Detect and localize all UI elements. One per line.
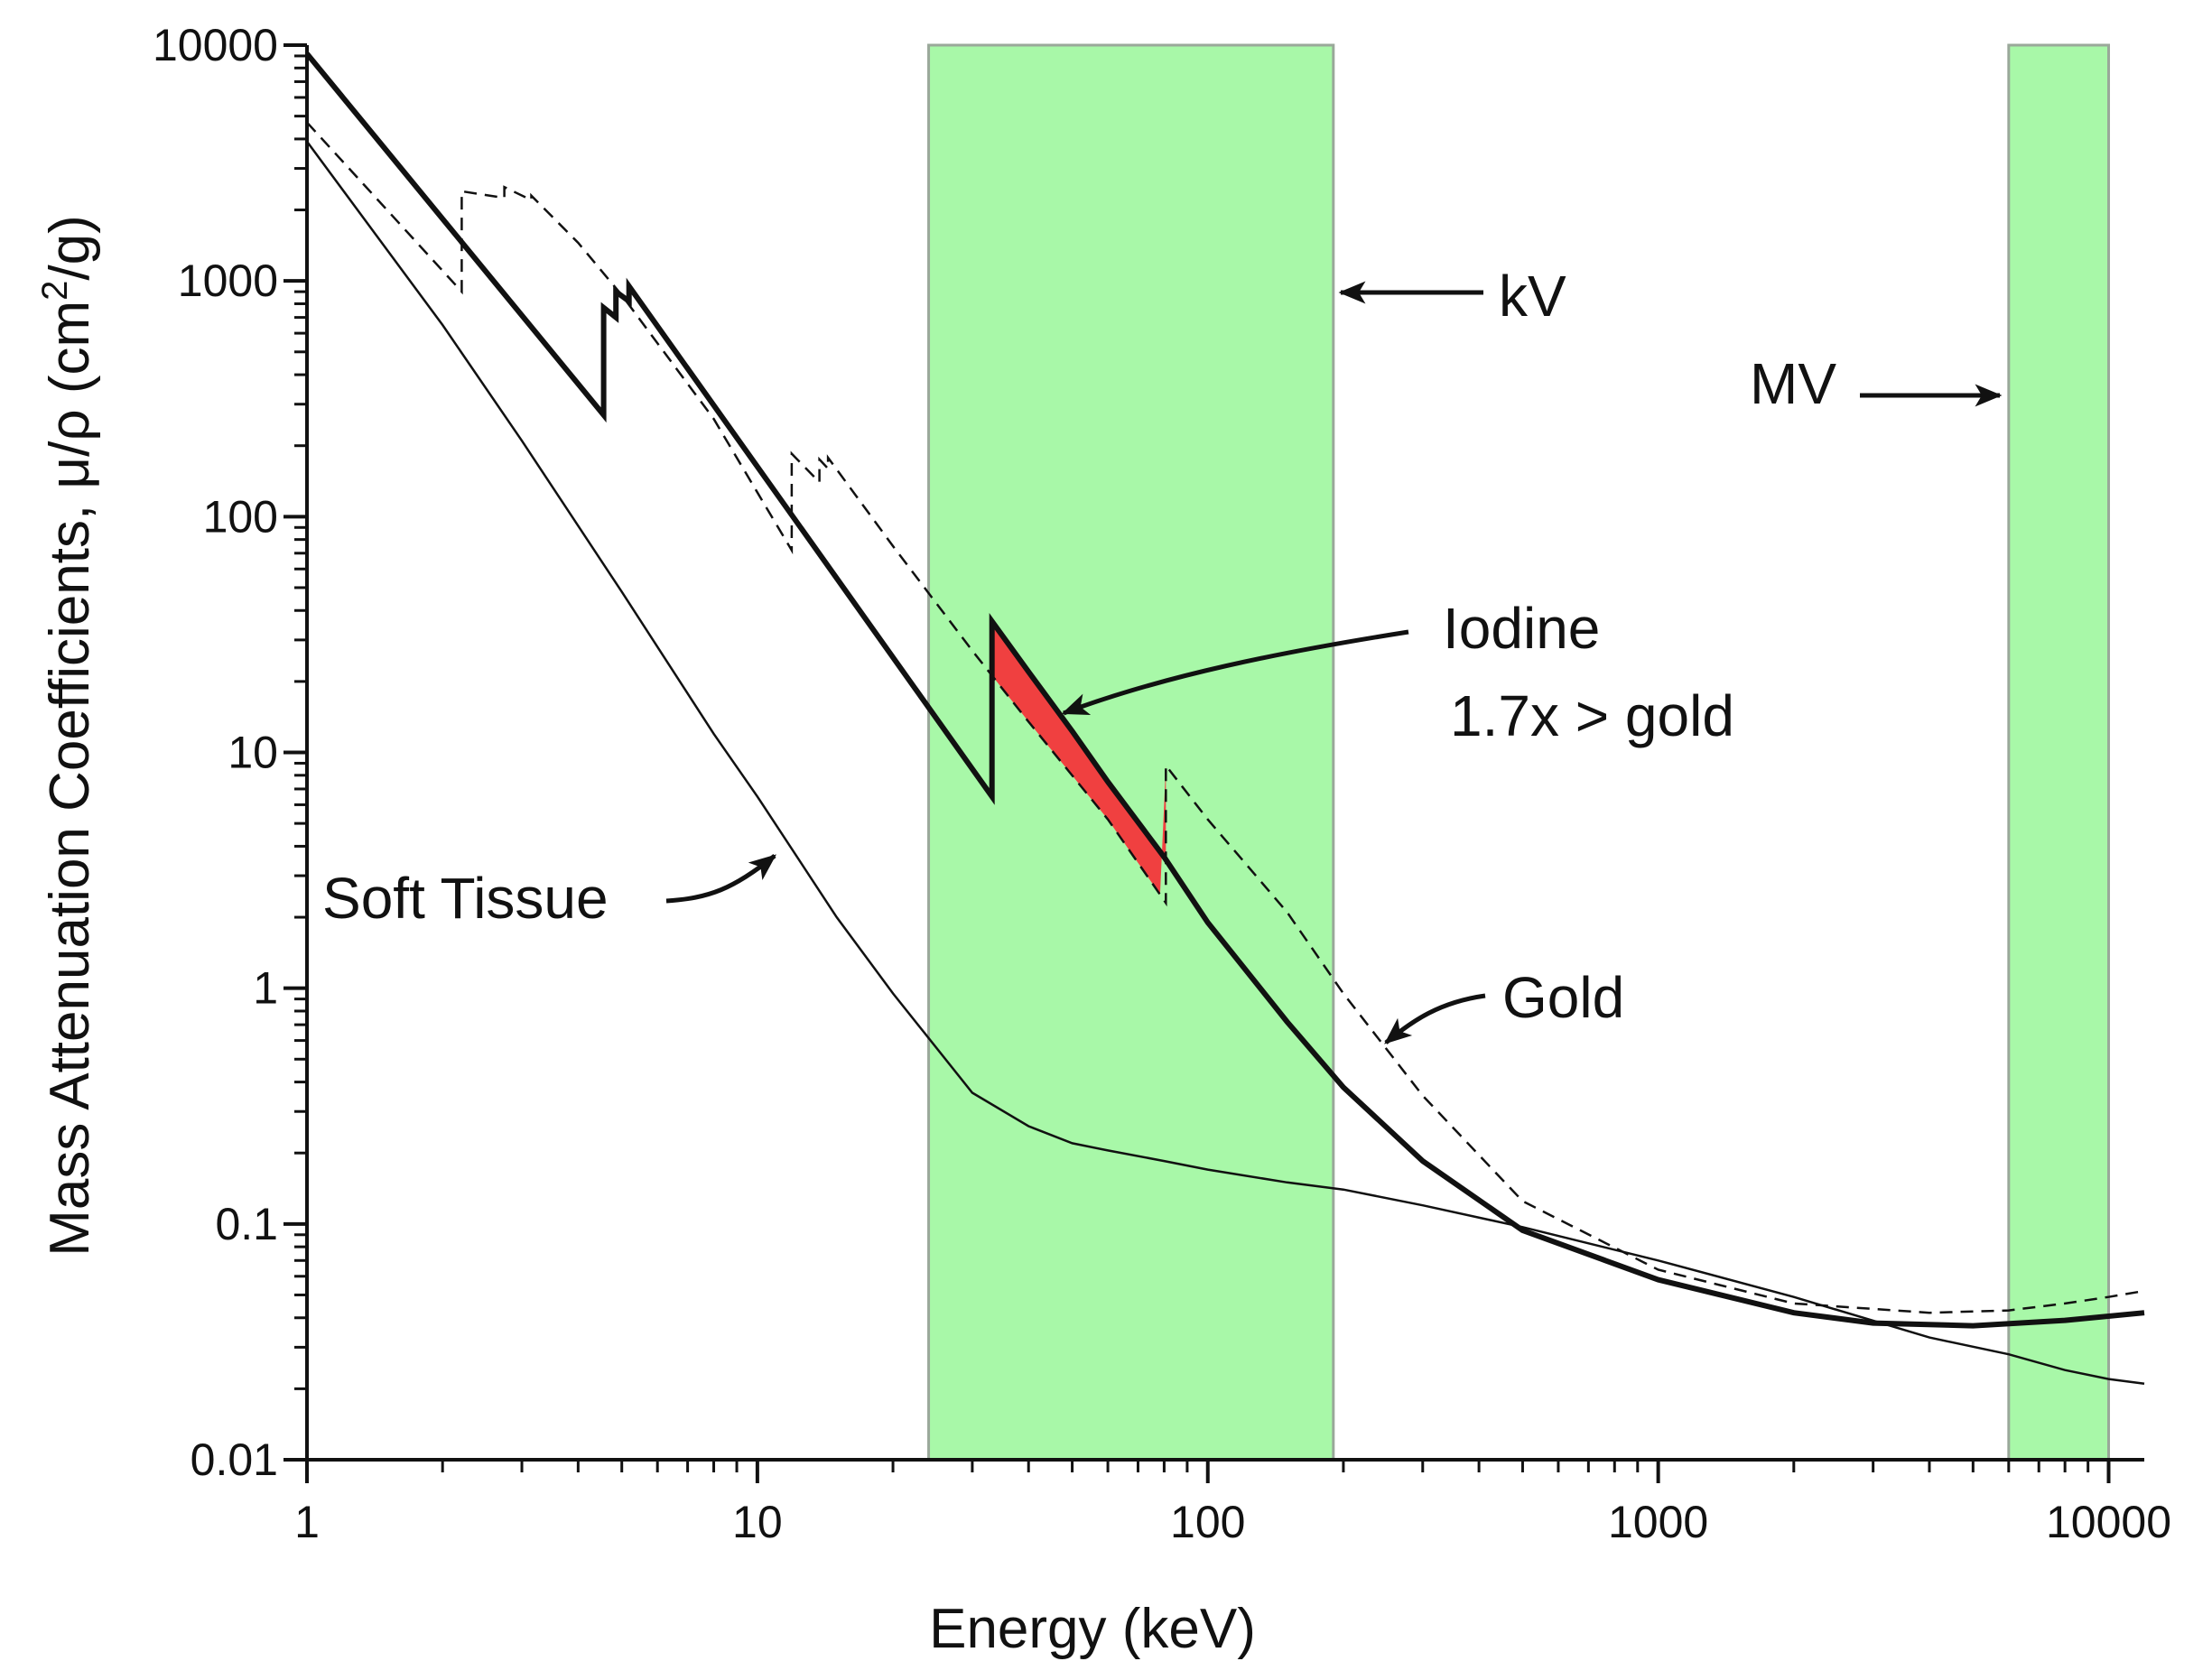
y-tick-label: 0.1: [215, 1199, 278, 1249]
y-tick-label: 1000: [178, 255, 278, 306]
y-axis-title-superscript: 2: [35, 281, 75, 301]
energy-bands: [927, 43, 2110, 1462]
annotations: kV MV Iodine 1.7x > gold Soft Tissue Gol…: [322, 264, 2003, 1044]
y-ticks: 0.01 0.1 1 10 100 1000 10000: [153, 20, 307, 1485]
y-tick-label: 0.01: [191, 1434, 278, 1485]
y-axis-title-tail: /g): [39, 215, 101, 280]
x-tick-label: 10000: [2046, 1497, 2171, 1547]
x-tick-label: 100: [1170, 1497, 1245, 1547]
axes: 1 10 100 1000 10000 0.01 0.1 1 10 100 1000 10000: [153, 20, 2171, 1547]
soft-tissue-arrow: [665, 854, 776, 904]
x-tick-label: 1: [294, 1497, 320, 1547]
series-soft-tissue: [305, 141, 2145, 1386]
y-axis-title-main: Mass Attenuation Coefficients, μ/ρ (cm: [39, 301, 101, 1257]
y-tick-label: 10000: [153, 20, 278, 70]
x-ticks: 1 10 100 1000 10000: [294, 1460, 2171, 1547]
band-kv: [927, 43, 1335, 1462]
series-gold: [306, 121, 2145, 1314]
y-tick-label: 1: [253, 963, 278, 1014]
iodine-label: Iodine: [1443, 596, 1600, 661]
iodine-ratio-label: 1.7x > gold: [1450, 683, 1734, 748]
x-tick-label: 10: [732, 1497, 783, 1547]
iodine-advantage-region: [991, 621, 1166, 895]
gold-label: Gold: [1502, 965, 1624, 1030]
y-tick-label: 10: [228, 728, 278, 778]
band-mv: [2007, 43, 2110, 1462]
x-tick-label: 1000: [1608, 1497, 1708, 1547]
series-iodine: [304, 51, 2145, 1329]
kv-label: kV: [1499, 264, 1566, 329]
y-axis-title: Mass Attenuation Coefficients, μ/ρ (cm2/…: [35, 215, 101, 1256]
x-axis-title: Energy (keV): [929, 1598, 1256, 1660]
highlight-iodine-1-7x-gold: [991, 621, 1166, 895]
y-tick-label: 100: [203, 491, 278, 542]
iodine-arrow: [1061, 629, 1409, 716]
attenuation-curves: [304, 51, 2145, 1386]
mv-label: MV: [1750, 351, 1836, 416]
gold-arrow: [1384, 993, 1486, 1044]
soft-tissue-label: Soft Tissue: [322, 866, 609, 931]
